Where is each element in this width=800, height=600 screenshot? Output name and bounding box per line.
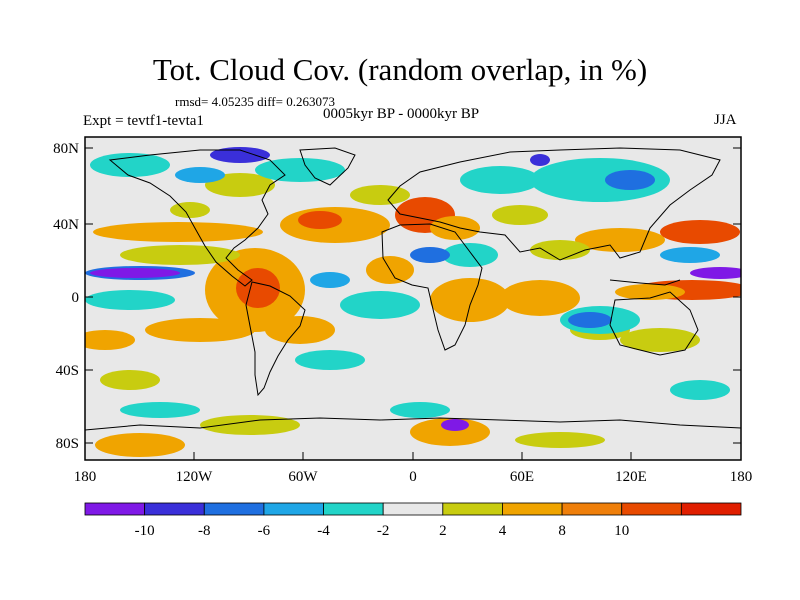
anomaly-patch bbox=[492, 205, 548, 225]
anomaly-patch bbox=[170, 202, 210, 218]
anomaly-patch bbox=[90, 268, 180, 278]
anomaly-patch bbox=[660, 247, 720, 263]
anomaly-patch bbox=[255, 158, 345, 182]
anomaly-patch bbox=[442, 243, 498, 267]
rmsd-diff-stats: rmsd= 4.05235 diff= 0.263073 bbox=[175, 94, 335, 109]
anomaly-patch bbox=[120, 402, 200, 418]
anomaly-patch bbox=[660, 220, 740, 244]
colorbar: -10 -8 -6 -4 -2 2 4 8 10 bbox=[84, 502, 742, 539]
lon-label: 180 bbox=[74, 469, 97, 485]
season-label: JJA bbox=[714, 112, 737, 128]
coastline-eurasia bbox=[387, 147, 721, 261]
anomaly-patch bbox=[441, 419, 469, 431]
anomaly-patch bbox=[690, 267, 741, 279]
anomaly-patch bbox=[100, 370, 160, 390]
colorbar-label: 8 bbox=[558, 523, 566, 539]
colorbar-swatch bbox=[621, 502, 682, 516]
coastline-australia bbox=[609, 291, 699, 356]
coastline-greenland bbox=[299, 147, 356, 186]
anomaly-patch bbox=[530, 240, 590, 260]
lon-ticks bbox=[84, 452, 742, 460]
anomaly-patch bbox=[295, 350, 365, 370]
colorbar-swatch bbox=[144, 502, 205, 516]
anomaly-patch bbox=[530, 154, 550, 166]
anomaly-patch bbox=[350, 185, 410, 205]
colorbar-label: -6 bbox=[258, 523, 271, 539]
anomaly-patch bbox=[210, 147, 270, 163]
anomaly-patch bbox=[298, 211, 342, 229]
anomaly-patch bbox=[236, 268, 280, 308]
colorbar-swatch bbox=[203, 502, 265, 516]
colorbar-swatch bbox=[382, 502, 444, 516]
colorbar-label: -2 bbox=[377, 523, 390, 539]
anomaly-patch bbox=[670, 380, 730, 400]
anomaly-patch bbox=[265, 316, 335, 344]
lon-label: 120E bbox=[615, 469, 647, 485]
colorbar-label: -10 bbox=[135, 523, 155, 539]
chart-title: Tot. Cloud Cov. (random overlap, in %) bbox=[152, 52, 648, 87]
anomaly-patch bbox=[460, 166, 540, 194]
anomaly-patch bbox=[95, 433, 185, 457]
lon-label: 0 bbox=[409, 469, 417, 485]
colorbar-swatch bbox=[263, 502, 324, 516]
colorbar-swatch bbox=[561, 502, 623, 516]
colorbar-swatch bbox=[323, 502, 384, 516]
colorbar-label: 10 bbox=[614, 523, 629, 539]
anomaly-patch bbox=[430, 278, 510, 322]
colorbar-swatch bbox=[84, 502, 146, 516]
anomaly-patch bbox=[310, 272, 350, 288]
anomaly-patch bbox=[93, 222, 263, 242]
anomaly-patch bbox=[410, 418, 490, 446]
experiment-label: Expt = tevtf1-tevta1 bbox=[83, 113, 204, 129]
anomaly-patch bbox=[85, 330, 135, 350]
lat-label: 80N bbox=[53, 141, 79, 157]
colorbar-swatch bbox=[502, 502, 563, 516]
lon-label: 120W bbox=[176, 469, 214, 485]
lat-label: 80S bbox=[56, 436, 79, 452]
anomaly-patch bbox=[568, 312, 612, 328]
lat-ticks bbox=[85, 147, 741, 444]
anomaly-patch bbox=[120, 245, 240, 265]
anomaly-patch bbox=[410, 247, 450, 263]
colorbar-label: -8 bbox=[198, 523, 211, 539]
anomaly-patch bbox=[90, 153, 170, 177]
anomaly-patch bbox=[175, 167, 225, 183]
anomaly-patch bbox=[500, 280, 580, 316]
lon-tick-labels: 180 120W 60W 0 60E 120E 180 bbox=[74, 469, 753, 485]
lon-label: 60E bbox=[510, 469, 534, 485]
coastline-antarctica bbox=[85, 417, 741, 431]
period-label: 0005kyr BP - 0000kyr BP bbox=[323, 106, 480, 122]
lon-label: 60W bbox=[288, 469, 318, 485]
colorbar-swatch bbox=[442, 502, 503, 516]
coastline-north-america bbox=[108, 149, 286, 287]
colorbar-label: -4 bbox=[317, 523, 330, 539]
lat-label: 0 bbox=[72, 290, 80, 306]
coastline-indonesia bbox=[609, 279, 681, 286]
lat-label: 40N bbox=[53, 217, 79, 233]
anomaly-patch bbox=[605, 170, 655, 190]
anomaly-patch bbox=[145, 318, 255, 342]
anomaly-patch bbox=[200, 415, 300, 435]
coastline-africa bbox=[381, 223, 483, 351]
anomaly-patch bbox=[515, 432, 605, 448]
anomaly-patch bbox=[430, 216, 480, 240]
colorbar-swatch bbox=[680, 502, 742, 516]
anomaly-patch bbox=[530, 158, 670, 202]
coastlines bbox=[85, 147, 741, 431]
map-plot-area bbox=[85, 137, 741, 460]
lat-label: 40S bbox=[56, 363, 79, 379]
anomaly-patch bbox=[205, 173, 275, 197]
anomaly-patch bbox=[390, 402, 450, 418]
anomaly-patch bbox=[620, 328, 700, 352]
colorbar-label: 4 bbox=[499, 523, 507, 539]
coastline-south-america bbox=[245, 281, 306, 397]
anomaly-patch bbox=[85, 290, 175, 310]
anomaly-patch bbox=[340, 291, 420, 319]
lon-label: 180 bbox=[730, 469, 753, 485]
colorbar-label: 2 bbox=[439, 523, 447, 539]
lat-tick-labels: 80N 40N 0 40S 80S bbox=[53, 141, 79, 452]
anomaly-patches bbox=[85, 147, 741, 457]
anomaly-patch bbox=[615, 284, 685, 300]
